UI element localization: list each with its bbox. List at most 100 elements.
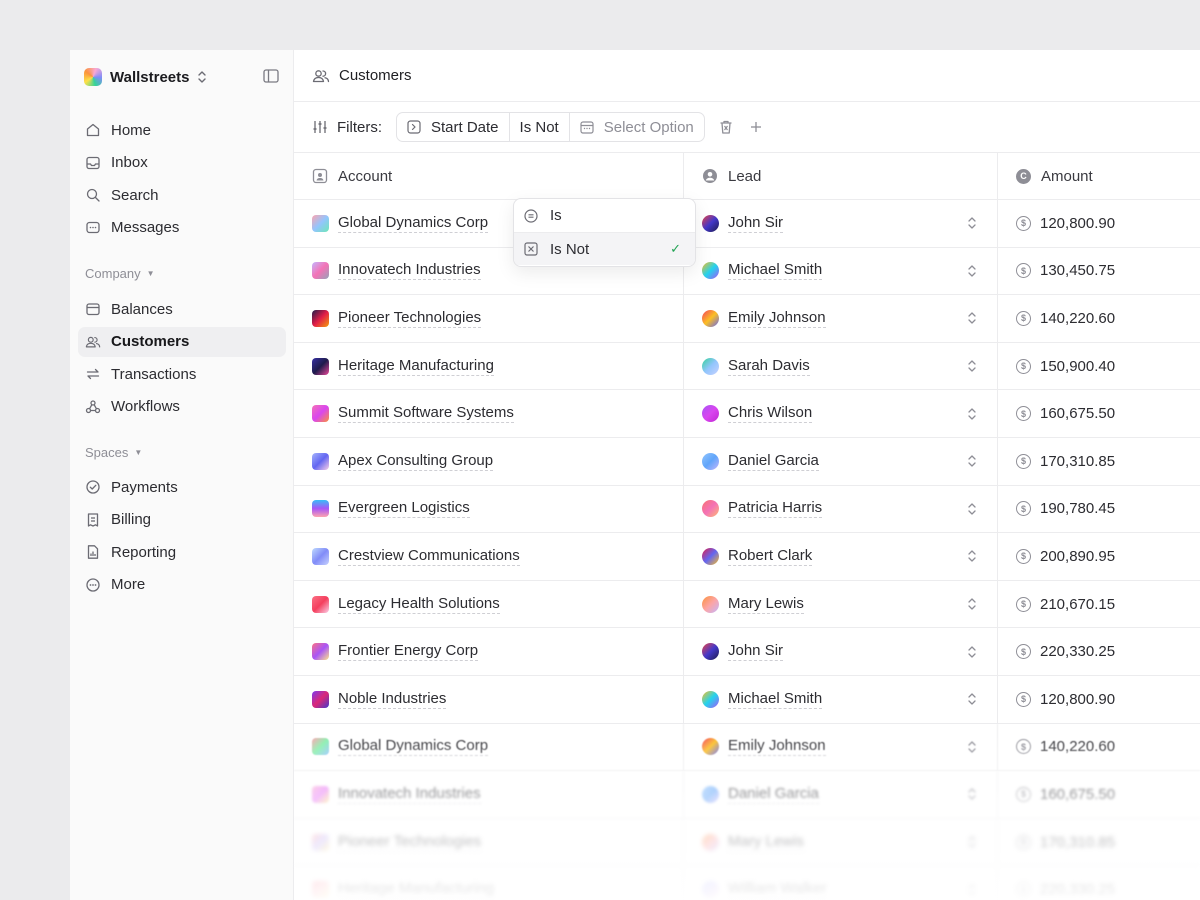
lead-name[interactable]: John Sir [728, 642, 784, 662]
account-cell[interactable]: Innovatech Industries [294, 247, 684, 295]
account-name[interactable]: Evergreen Logistics [338, 499, 470, 519]
table-row[interactable]: Evergreen Logistics Patricia Harris $190,7… [294, 485, 1200, 534]
nav-item-search[interactable]: Search [78, 180, 286, 210]
filter-value-select[interactable]: Select Option [570, 113, 704, 141]
account-cell[interactable]: Summit Software Systems [294, 390, 684, 437]
account-cell[interactable]: Crestview Communications [294, 533, 684, 580]
account-name[interactable]: Heritage Manufacturing [338, 356, 494, 376]
lead-name[interactable]: Emily Johnson [728, 308, 826, 328]
account-cell[interactable]: Pioneer Technologies [294, 295, 684, 342]
account-name[interactable]: Summit Software Systems [338, 404, 514, 424]
account-cell[interactable]: Heritage Manufacturing [294, 342, 684, 390]
workspace-switcher[interactable]: Wallstreets [84, 67, 279, 87]
lead-name[interactable]: Michael Smith [728, 689, 823, 709]
account-cell[interactable]: Apex Consulting Group [294, 437, 684, 485]
account-name[interactable]: Global Dynamics Corp [338, 737, 489, 757]
table-row[interactable]: Pioneer Technologies Mary Lewis $170,310.8… [294, 818, 1200, 867]
dropdown-option-is[interactable]: Is [514, 199, 695, 232]
chevron-updown-icon[interactable] [967, 835, 977, 849]
table-row[interactable]: Frontier Energy Corp John Sir $220,330.25 [294, 628, 1200, 676]
account-name[interactable]: Pioneer Technologies [338, 832, 482, 852]
lead-name[interactable]: William Walker [728, 880, 827, 900]
account-cell[interactable]: Evergreen Logistics [294, 485, 684, 533]
lead-name[interactable]: Robert Clark [728, 546, 813, 566]
nav-item-home[interactable]: Home [78, 115, 286, 145]
lead-name[interactable]: Mary Lewis [728, 594, 804, 614]
table-row[interactable]: Heritage Manufacturing Sarah Davis $150,90… [294, 342, 1200, 391]
lead-cell[interactable]: Chris Wilson [684, 390, 998, 437]
account-cell[interactable]: Heritage Manufacturing [294, 866, 684, 900]
column-header-account[interactable]: Account [294, 153, 684, 199]
table-row[interactable]: Innovatech Industries Daniel Garcia $160,6… [294, 771, 1200, 819]
nav-item-more[interactable]: More [78, 570, 286, 600]
lead-name[interactable]: Michael Smith [728, 261, 823, 281]
nav-item-transactions[interactable]: Transactions [78, 359, 286, 389]
lead-cell[interactable]: John Sir [684, 200, 998, 247]
lead-cell[interactable]: William Walker [684, 866, 998, 900]
chevron-updown-icon[interactable] [967, 216, 977, 230]
chevron-updown-icon[interactable] [967, 407, 977, 421]
chevron-updown-icon[interactable] [967, 359, 977, 373]
nav-item-balances[interactable]: Balances [78, 294, 286, 324]
nav-item-customers[interactable]: Customers [78, 326, 286, 357]
lead-cell[interactable]: Michael Smith [684, 247, 998, 295]
table-row[interactable]: Innovatech Industries Michael Smith $130,4… [294, 247, 1200, 296]
lead-name[interactable]: Sarah Davis [728, 356, 810, 376]
table-row[interactable]: Heritage Manufacturing William Walker $220… [294, 866, 1200, 900]
account-cell[interactable]: Global Dynamics Corp [294, 723, 684, 771]
chevron-updown-icon[interactable] [967, 597, 977, 611]
table-row[interactable]: Pioneer Technologies Emily Johnson $140,22… [294, 295, 1200, 343]
account-cell[interactable]: Noble Industries [294, 675, 684, 723]
sidebar-toggle-icon[interactable] [263, 69, 279, 83]
chevron-updown-icon[interactable] [967, 692, 977, 706]
chevron-updown-icon[interactable] [967, 787, 977, 801]
table-row[interactable]: Summit Software Systems Chris Wilson $160,… [294, 390, 1200, 438]
lead-name[interactable]: Emily Johnson [728, 737, 826, 757]
chevron-updown-icon[interactable] [967, 454, 977, 468]
account-name[interactable]: Pioneer Technologies [338, 308, 482, 328]
nav-item-billing[interactable]: Billing [78, 505, 286, 535]
account-name[interactable]: Apex Consulting Group [338, 451, 494, 471]
account-cell[interactable]: Legacy Health Solutions [294, 580, 684, 628]
column-header-lead[interactable]: Lead [684, 153, 998, 199]
lead-cell[interactable]: Daniel Garcia [684, 437, 998, 485]
account-name[interactable]: Frontier Energy Corp [338, 642, 479, 662]
nav-item-inbox[interactable]: Inbox [78, 148, 286, 178]
account-name[interactable]: Heritage Manufacturing [338, 880, 494, 900]
nav-item-workflows[interactable]: Workflows [78, 392, 286, 422]
lead-cell[interactable]: Patricia Harris [684, 485, 998, 533]
lead-cell[interactable]: Robert Clark [684, 533, 998, 580]
account-name[interactable]: Innovatech Industries [338, 784, 481, 804]
table-row[interactable]: Crestview Communications Robert Clark $200… [294, 533, 1200, 581]
nav-item-payments[interactable]: Payments [78, 472, 286, 502]
account-cell[interactable]: Frontier Energy Corp [294, 628, 684, 675]
account-name[interactable]: Legacy Health Solutions [338, 594, 500, 614]
column-header-amount[interactable]: C Amount [998, 153, 1200, 199]
chevron-updown-icon[interactable] [967, 549, 977, 563]
lead-cell[interactable]: Michael Smith [684, 675, 998, 723]
chevron-updown-icon[interactable] [967, 264, 977, 278]
table-row[interactable]: Legacy Health Solutions Mary Lewis $210,67… [294, 580, 1200, 629]
account-cell[interactable]: Innovatech Industries [294, 771, 684, 818]
account-name[interactable]: Global Dynamics Corp [338, 213, 489, 233]
table-row[interactable]: Noble Industries Michael Smith $120,800.90 [294, 675, 1200, 724]
lead-name[interactable]: Patricia Harris [728, 499, 823, 519]
table-row[interactable]: Apex Consulting Group Daniel Garcia $170,3… [294, 437, 1200, 486]
lead-cell[interactable]: Sarah Davis [684, 342, 998, 390]
lead-name[interactable]: Daniel Garcia [728, 451, 819, 471]
lead-name[interactable]: Mary Lewis [728, 832, 804, 852]
chevron-updown-icon[interactable] [967, 740, 977, 754]
account-name[interactable]: Innovatech Industries [338, 261, 481, 281]
table-row[interactable]: Global Dynamics Corp Emily Johnson $140,22… [294, 723, 1200, 772]
account-name[interactable]: Noble Industries [338, 689, 447, 709]
lead-cell[interactable]: Daniel Garcia [684, 771, 998, 818]
dropdown-option-is-not[interactable]: Is Not ✓ [514, 232, 695, 265]
nav-item-reporting[interactable]: Reporting [78, 537, 286, 567]
lead-cell[interactable]: Mary Lewis [684, 818, 998, 866]
chevron-updown-icon[interactable] [967, 502, 977, 516]
lead-cell[interactable]: Emily Johnson [684, 723, 998, 771]
filter-field-select[interactable]: Start Date [397, 113, 510, 141]
chevron-updown-icon[interactable] [967, 883, 977, 897]
chevron-updown-icon[interactable] [967, 311, 977, 325]
lead-cell[interactable]: Mary Lewis [684, 580, 998, 628]
